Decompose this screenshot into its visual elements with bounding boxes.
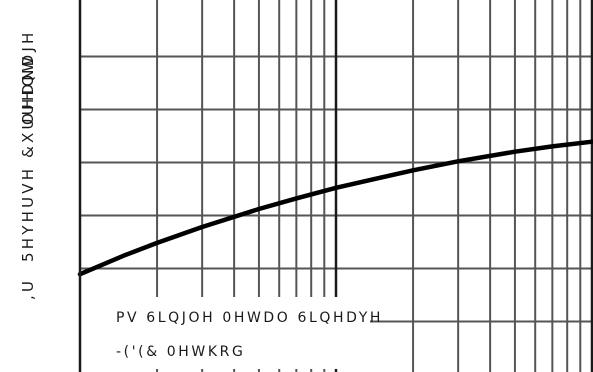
- annotation-box: [82, 297, 370, 369]
- series-line: [77, 139, 593, 277]
- chart-series-layer: [77, 139, 593, 277]
- y-axis-label-overlap: OHDNDJH: [19, 29, 37, 125]
- annotation-line-1: PV 6LQJOH 0HWDO 6LQHDYH: [116, 310, 383, 326]
- y-axis-label: ,U 5HYHUVH &XUUHQW OHDNDJH: [19, 29, 37, 300]
- y-axis-label-prefix: ,U: [19, 278, 37, 300]
- y-axis-label-text: 5HYHUVH &XUUHQW: [19, 54, 37, 262]
- annotation-line-2: -('(& 0HWKRG: [116, 344, 245, 360]
